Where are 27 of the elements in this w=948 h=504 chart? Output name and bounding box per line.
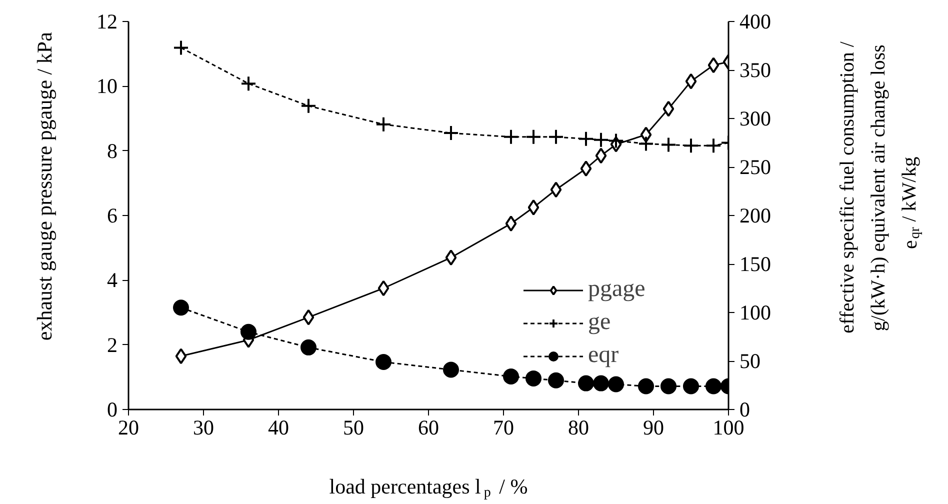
x-tick-label: 70 [493, 416, 514, 440]
x-tick-label: 40 [268, 416, 289, 440]
y2-tick-label: 200 [740, 204, 771, 228]
x-tick-label: 60 [418, 416, 439, 440]
legend-label: eqr [588, 342, 619, 369]
x-tick-label: 90 [643, 416, 664, 440]
y2-tick-label: 150 [740, 252, 771, 276]
y2-tick-label: 100 [740, 300, 771, 324]
y2-tick-label: 300 [740, 106, 771, 130]
y2-tick-label: 400 [740, 10, 771, 34]
x-tick-label: 50 [343, 416, 364, 440]
x-tick-label: 20 [118, 416, 139, 440]
y2-tick-label: 250 [740, 155, 771, 179]
legend-label: ge [588, 309, 611, 336]
y-tick-label: 4 [107, 268, 118, 292]
x-tick-label: 30 [193, 416, 214, 440]
y2-tick-label: 50 [740, 349, 760, 373]
y-tick-label: 12 [96, 10, 118, 34]
x-tick-label: 80 [568, 416, 589, 440]
y-axis-title: exhaust gauge pressure pgauge / kPa [32, 31, 56, 341]
y-tick-label: 2 [107, 332, 118, 357]
y-tick-label: 0 [107, 398, 118, 422]
y-tick-label: 10 [96, 74, 118, 98]
y2-tick-label: 350 [740, 58, 771, 82]
legend-label: pgage [588, 276, 646, 303]
y-tick-label: 6 [107, 204, 118, 228]
y-tick-label: 8 [107, 138, 118, 163]
